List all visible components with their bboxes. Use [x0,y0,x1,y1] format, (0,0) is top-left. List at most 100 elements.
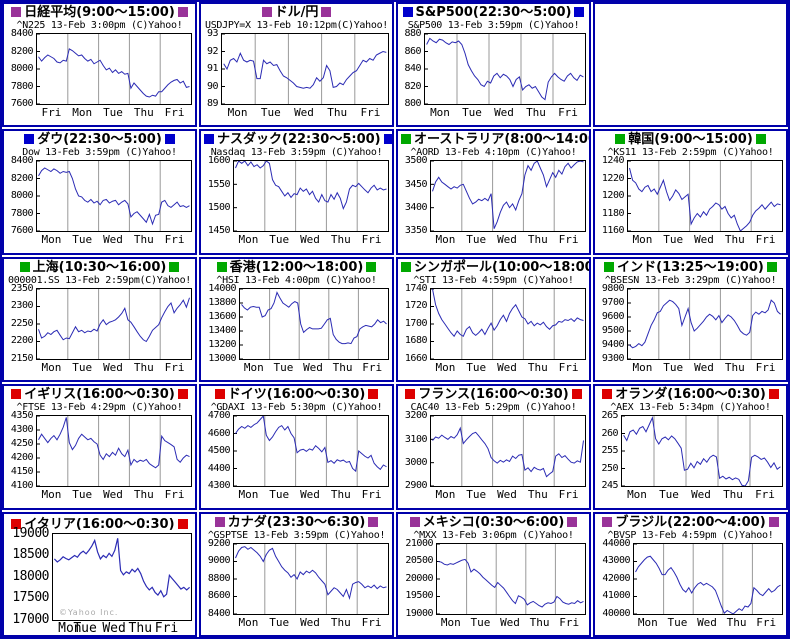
y-tick-label: 1240 [601,155,625,167]
x-day-label: Wed [694,233,714,247]
chart-cell-hongkong[interactable]: 香港(12:00〜18:00) ^HSI 13-Feb 4:00pm (C)Ya… [199,256,394,383]
chart-area: 4700 4600 4500 4400 4300 [201,411,392,491]
marker-icon [405,389,416,400]
y-tick-label: 4250 [10,438,34,450]
chart-cell-italy[interactable]: イタリア(16:00〜0:30) 19000 18500 18000 17500 170… [2,511,197,637]
y-tick-label: 17000 [12,611,49,627]
chart-cell-uk[interactable]: イギリス(16:00〜0:30) ^FTSE 13-Feb 4:29pm (C)… [2,384,197,510]
x-day-label: Wed [102,620,126,636]
x-axis-labels: Mon Tue Wed Thu Fri [36,487,190,502]
y-tick-label: 3500 [404,155,428,167]
marker-icon [602,389,613,400]
x-day-label: Tue [260,106,281,119]
x-day-label: Thu [726,615,747,629]
chart-title: ドル/円 [201,5,392,20]
chart-subtitle: Nasdaq 13-Feb 3:59pm (C)Yahoo! [210,147,383,159]
y-tick-label: 19000 [12,525,49,541]
chart-cell-korea[interactable]: 韓国(9:00〜15:00) ^KS11 13-Feb 2:59pm (C)Ya… [593,129,788,255]
x-day-label: Mon [238,615,259,629]
chart-cell-india[interactable]: インド(13:25〜19:00) ^BSESN 13-Feb 3:29pm (C… [593,256,788,383]
chart-subtitle: ^AEX 13-Feb 5:34pm (C)Yahoo! [610,402,771,414]
y-axis-labels: 1740 1720 1700 1680 1660 [398,283,430,363]
y-tick-label: 8400 [10,155,34,167]
chart-cell-germany[interactable]: ドイツ(16:00〜0:30) ^GDAXI 13-Feb 5:30pm (C)… [199,384,394,510]
chart-cell-singapore[interactable]: シンガポール(10:00〜18:00) ^STI 13-Feb 4:59pm (… [396,256,591,383]
plot-area [430,415,586,488]
y-tick-label: 245 [601,480,618,492]
x-day-label: Wed [303,360,323,374]
plot-area: ©Yahoo Inc. [52,532,192,621]
y-tick-label: 1660 [404,352,428,364]
x-day-label: Thu [330,488,351,502]
y-tick-label: 9200 [207,537,231,549]
chart-cell-shanghai[interactable]: 上海(10:30〜16:00) 000001.SS 13-Feb 2:59pm(… [2,256,197,383]
marker-icon [402,7,413,17]
y-axis-labels: 3500 3450 3400 3350 [398,156,430,236]
plot-area [233,542,389,615]
x-day-label: Mon [632,233,653,247]
x-axis-labels: Mon Tue Wed Thu Fri [430,232,584,247]
x-day-label: Tue [269,488,290,502]
price-line-chart [425,34,584,104]
y-tick-label: 2250 [10,317,34,329]
chart-cell-mexico[interactable]: メキシコ(0:30〜6:00) ^MXX 13-Feb 3:06pm (C)Ya… [396,511,591,637]
marker-icon [169,261,180,272]
y-tick-label: 4400 [207,462,231,474]
x-day-label: Mon [440,615,461,629]
chart-title: 日経平均(9:00〜15:00) [4,5,195,20]
chart-area: 2350 2300 2250 2200 2150 [4,283,195,363]
y-tick-label: 2300 [10,300,34,312]
chart-subtitle: ^N225 13-Feb 3:00pm (C)Yahoo! [16,20,183,31]
price-line [438,558,584,608]
chart-cell-australia[interactable]: オーストラリア(8:00〜14:00) ^AORD 13-Feb 4:10pm … [396,129,591,255]
x-day-label: Mon [41,233,62,247]
y-tick-label: 3000 [404,456,428,468]
x-day-label: Tue [72,488,93,502]
chart-cell-sp500[interactable]: S&P500(22:30〜5:00) S&P500 13-Feb 3:59pm … [396,2,591,128]
marker-icon [768,389,779,400]
y-tick-label: 8400 [10,28,34,39]
chart-cell-nasdaq[interactable]: ナスダック(22:30〜5:00) Nasdaq 13-Feb 3:59pm (… [199,129,394,255]
chart-cell-dow[interactable]: ダウ(22:30〜5:00) Dow 13-Feb 3:59pm (C)Yaho… [2,129,197,255]
y-axis-labels: 9800 9700 9600 9500 9400 9300 [595,283,627,363]
chart-subtitle: ^HSI 13-Feb 4:00pm (C)Yahoo! [216,274,377,286]
x-axis-labels: Mon Tue Wed Thu Fri [424,105,584,120]
marker-icon [368,389,379,400]
y-axis-labels: 1600 1550 1500 1450 [201,156,233,236]
chart-cell-france[interactable]: フランス(16:00〜0:30) CAC40 13-Feb 5:29pm (C)… [396,384,591,510]
plot-area [436,542,586,615]
y-tick-label: 8400 [207,607,231,619]
price-line [623,416,781,487]
marker-icon [177,518,188,529]
marker-icon [214,389,225,400]
x-day-label: Fri [756,615,777,629]
x-day-label: Fri [361,233,382,247]
price-line [38,297,190,342]
marker-icon [177,7,188,17]
y-tick-label: 820 [404,80,421,92]
y-axis-labels: 21000 20500 20000 19500 19000 [398,538,436,618]
y-tick-label: 4350 [10,410,34,422]
x-day-label: Thu [526,106,546,119]
y-tick-label: 21000 [405,537,433,549]
chart-cell-netherlands[interactable]: オランダ(16:00〜0:30) ^AEX 13-Feb 5:34pm (C)Y… [593,384,788,510]
y-tick-label: 40000 [602,607,630,619]
chart-subtitle: Dow 13-Feb 3:59pm (C)Yahoo! [22,147,177,159]
x-day-label: Mon [632,360,653,374]
chart-cell-usdjpy[interactable]: ドル/円 USDJPY=X 13-Feb 10:12pm(C)Yahoo! 93… [199,2,394,128]
plot-area [430,287,586,360]
chart-cell-nikkei[interactable]: 日経平均(9:00〜15:00) ^N225 13-Feb 3:00pm (C)… [2,2,197,128]
price-line [53,537,190,598]
chart-cell-canada[interactable]: カナダ(23:30〜6:30) ^GSPTSE 13-Feb 3:59pm (C… [199,511,394,637]
chart-cell-brazil[interactable]: ブラジル(22:00〜4:00) ^BVSP 13-Feb 4:59pm (C)… [593,511,788,637]
y-tick-label: 1600 [207,155,231,167]
chart-title-text: 韓国(9:00〜15:00) [628,132,753,148]
x-day-label: Tue [273,360,294,374]
marker-icon [574,7,585,17]
x-day-label: Wed [300,488,320,502]
x-day-label: Wed [294,106,314,119]
x-day-label: Tue [667,615,688,629]
price-line-chart [240,288,387,359]
x-day-label: Wed [103,233,123,247]
x-day-label: Mon [41,488,62,502]
